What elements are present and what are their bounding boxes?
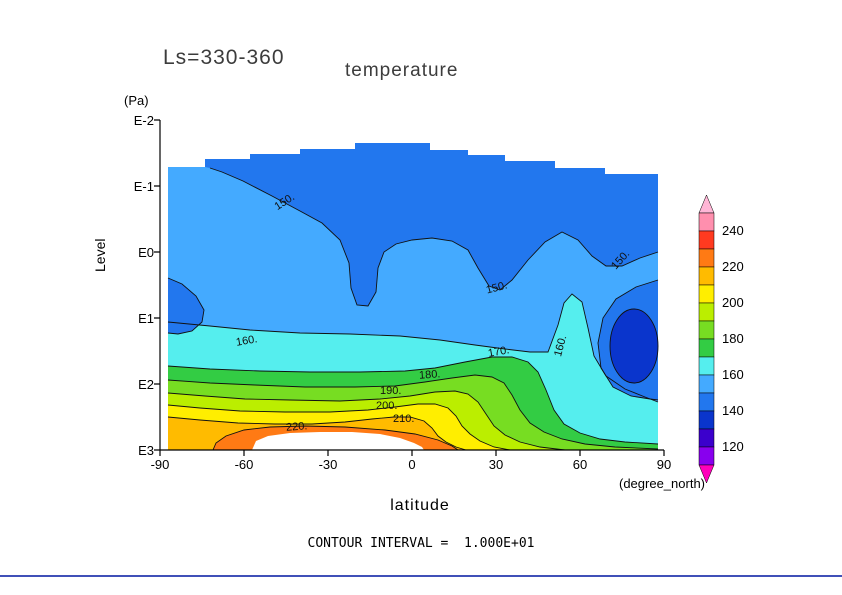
x-tick-m30: -30 <box>318 457 338 472</box>
y-tick-e0: E0 <box>138 245 154 260</box>
bottom-border-rule <box>0 575 842 577</box>
colorbar-label-220: 220 <box>722 259 744 274</box>
colorbar-seg-120 <box>698 428 715 448</box>
x-tick-0: 0 <box>408 457 416 472</box>
colorbar-label-240: 240 <box>722 223 744 238</box>
contour-label-190: 190. <box>380 385 402 397</box>
colorbar-seg-200 <box>698 284 715 304</box>
contour-190 <box>167 390 566 451</box>
contour-label-180: 180. <box>418 368 441 382</box>
colorbar-label-120: 120 <box>722 439 744 454</box>
y-tick-e1: E1 <box>138 311 154 326</box>
contour-220 <box>212 425 459 451</box>
contour-label-200: 200. <box>376 400 398 412</box>
colorbar-label-140: 140 <box>722 403 744 418</box>
colorbar-top-triangle <box>698 194 715 214</box>
contour-170 <box>167 356 659 445</box>
contour-200 <box>167 403 511 451</box>
x-tick-30: 30 <box>488 457 504 472</box>
y-axis-ticks <box>154 119 160 451</box>
contour-lines <box>167 167 659 451</box>
colorbar-seg-160 <box>698 356 715 376</box>
colorbar-bottom-triangle <box>698 464 715 484</box>
contour-150-main <box>209 167 659 307</box>
no-data-notch <box>252 432 424 450</box>
y-tick-e-2: E-2 <box>133 113 154 128</box>
colorbar-label-160: 160 <box>722 367 744 382</box>
contour-label-210: 210. <box>393 413 415 425</box>
contour-interval-note: CONTOUR INTERVAL = 1.000E+01 <box>307 536 535 551</box>
contour-210 <box>167 416 467 451</box>
colorbar-label-180: 180 <box>722 331 744 346</box>
colorbar-seg-240 <box>698 212 715 232</box>
colorbar-seg-150 <box>698 374 715 394</box>
x-tick-m90: -90 <box>150 457 170 472</box>
colorbar-seg-180 <box>698 320 715 340</box>
colorbar-seg-210 <box>698 266 715 286</box>
region-140-150-left-fill <box>168 278 204 334</box>
x-axis-ticks <box>159 450 665 456</box>
y-axis-unit: (Pa) <box>124 93 149 108</box>
colorbar-seg-140 <box>698 392 715 412</box>
contour-180 <box>167 374 659 450</box>
colorbar-label-200: 200 <box>722 295 744 310</box>
contour-150-left <box>167 277 205 335</box>
y-axis-label: Level <box>92 238 108 272</box>
contour-160 <box>167 293 659 403</box>
colorbar-seg-130 <box>698 410 715 430</box>
region-140-150-top-fill <box>168 143 658 306</box>
y-tick-e3: E3 <box>138 443 154 458</box>
colorbar-seg-190 <box>698 302 715 322</box>
colorbar-seg-170 <box>698 338 715 358</box>
axes-lines <box>154 119 665 456</box>
title-variable: temperature <box>345 60 459 81</box>
colorbar-seg-230 <box>698 230 715 250</box>
region-130-140-blob <box>609 308 659 384</box>
x-tick-m60: -60 <box>234 457 254 472</box>
colorbar-seg-220 <box>698 248 715 268</box>
x-axis-label: latitude <box>390 497 450 514</box>
x-axis-unit: (degree_north) <box>619 476 705 491</box>
x-tick-90: 90 <box>656 457 672 472</box>
y-tick-e-1: E-1 <box>133 179 154 194</box>
x-tick-60: 60 <box>572 457 588 472</box>
contour-label-220: 220. <box>285 420 308 434</box>
colorbar-seg-110 <box>698 446 715 466</box>
title-ls: Ls=330-360 <box>163 46 285 69</box>
y-tick-e2: E2 <box>138 377 154 392</box>
colorbar <box>698 194 715 484</box>
contour-150-right <box>597 279 659 401</box>
